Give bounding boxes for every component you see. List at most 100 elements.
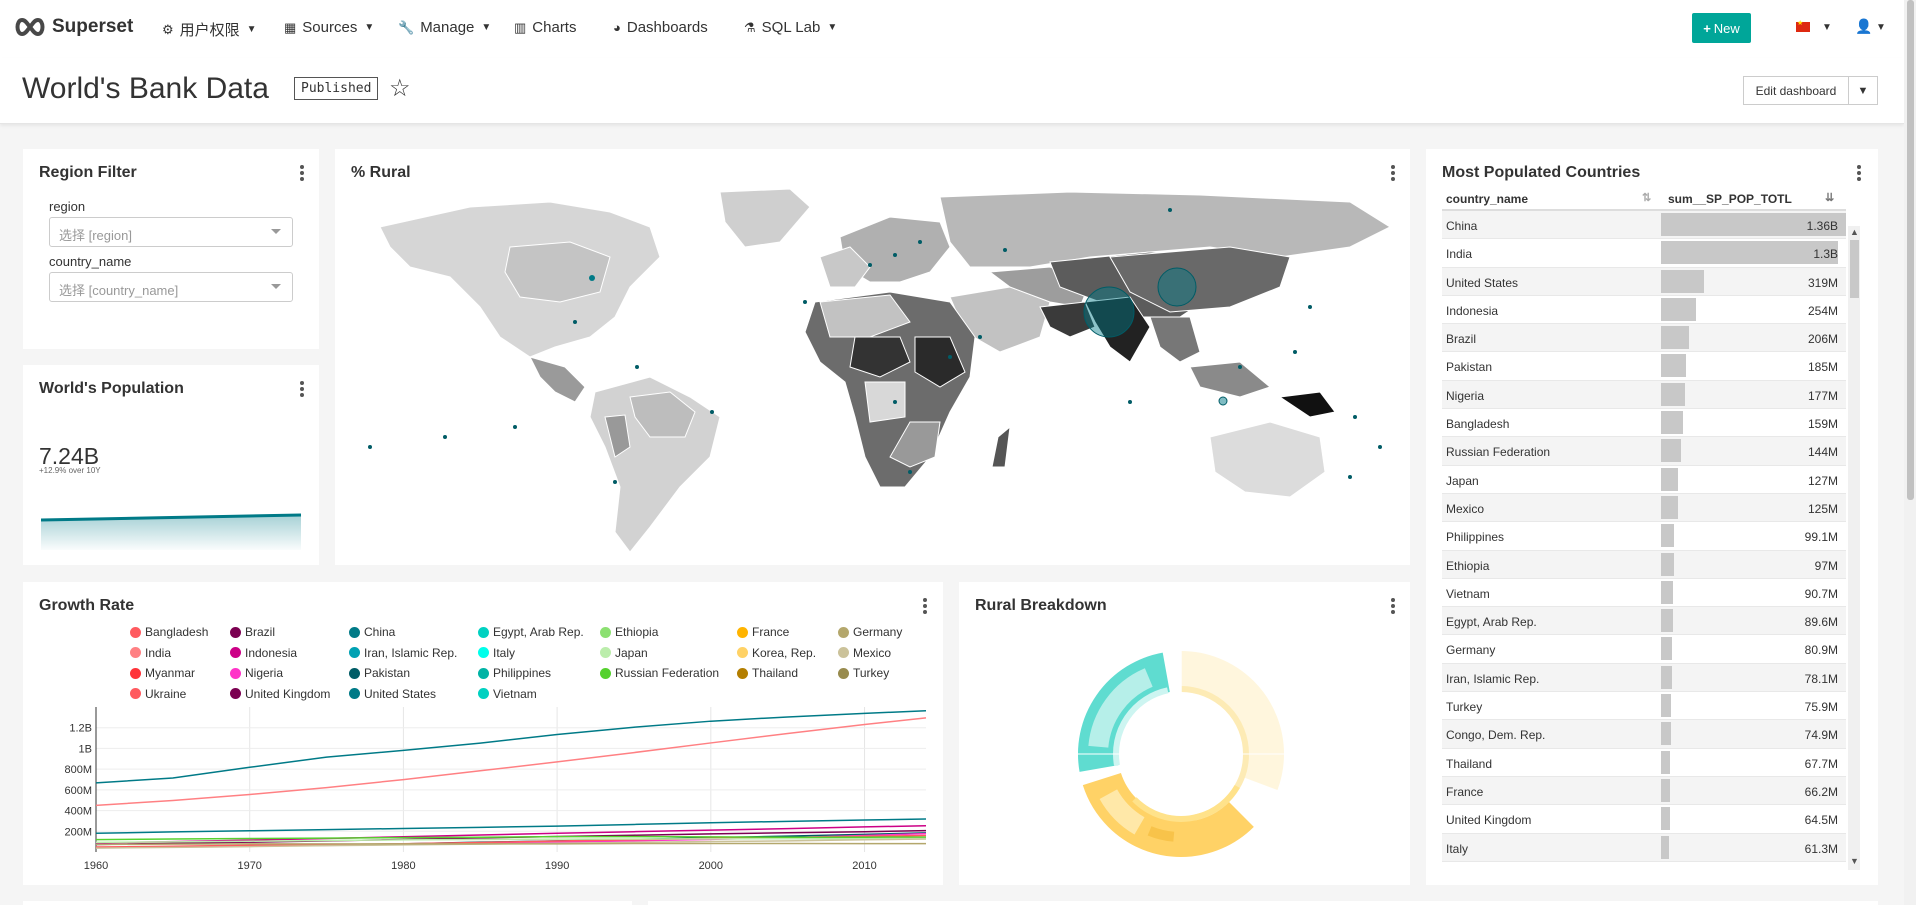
series-line[interactable] xyxy=(95,837,927,844)
chevron-down-icon: ▼ xyxy=(246,24,257,35)
legend-item[interactable]: Germany xyxy=(838,625,902,639)
legend-item[interactable]: United Kingdom xyxy=(230,687,330,701)
legend-item[interactable]: Brazil xyxy=(230,625,275,639)
legend-label: Russian Federation xyxy=(615,666,720,680)
country-select[interactable]: 选择 [country_name] xyxy=(49,272,293,302)
legend-item[interactable]: Pakistan xyxy=(349,666,410,680)
region-select-placeholder: 选择 [region] xyxy=(59,228,132,243)
legend-item[interactable]: Thailand xyxy=(737,666,798,680)
cell-population: 89.6M xyxy=(1804,615,1838,630)
legend-label: United States xyxy=(364,686,437,701)
kebab-menu-icon[interactable] xyxy=(299,381,305,399)
nav-dashboards[interactable]: ◕ Dashboards xyxy=(613,19,708,36)
legend-item[interactable]: Mexico xyxy=(838,646,891,660)
legend-label: Pakistan xyxy=(364,666,411,680)
legend-item[interactable]: Egypt, Arab Rep. xyxy=(478,625,584,639)
y-tick-label: 1.2B xyxy=(69,723,92,735)
series-line[interactable] xyxy=(95,824,927,844)
user-chevron-icon[interactable]: ▼ xyxy=(1876,22,1886,33)
legend-item[interactable]: Philippines xyxy=(478,666,551,680)
world-population-panel: World's Population 7.24B +12.9% over 10Y xyxy=(23,365,319,565)
map-bubble[interactable] xyxy=(1157,267,1197,307)
sort-desc-icon[interactable]: ⇊ xyxy=(1825,192,1835,204)
legend-item[interactable]: Japan xyxy=(600,646,648,660)
series-line[interactable] xyxy=(95,835,927,841)
legend-item[interactable]: Myanmar xyxy=(130,666,195,680)
kebab-menu-icon[interactable] xyxy=(1856,165,1862,183)
map-bubble[interactable] xyxy=(1083,286,1135,338)
kebab-menu-icon[interactable] xyxy=(922,598,928,616)
legend-item[interactable]: Iran, Islamic Rep. xyxy=(349,646,457,660)
user-icon[interactable]: 👤 xyxy=(1855,18,1873,34)
page-scrollbar[interactable] xyxy=(1904,0,1916,905)
gears-icon: ⚙ xyxy=(162,21,174,37)
series-line[interactable] xyxy=(95,818,927,835)
region-select[interactable]: 选择 [region] xyxy=(49,217,293,247)
legend-item[interactable]: India xyxy=(130,646,171,660)
legend-label: Philippines xyxy=(493,666,552,680)
legend-item[interactable]: United States xyxy=(349,687,436,701)
nav-charts[interactable]: ▥ Charts xyxy=(514,19,576,36)
legend-item[interactable]: Nigeria xyxy=(230,666,283,680)
nav-manage[interactable]: 🔧 Manage ▼ xyxy=(398,19,491,36)
world-map[interactable] xyxy=(350,187,1395,557)
cell-population: 80.9M xyxy=(1804,643,1838,658)
dashboard-title[interactable]: World's Bank Data xyxy=(22,72,269,105)
table-scrollbar[interactable]: ▲ ▼ xyxy=(1848,226,1860,870)
series-line[interactable] xyxy=(95,717,927,807)
sunburst-chart[interactable] xyxy=(1075,648,1287,860)
legend-item[interactable]: France xyxy=(737,625,789,639)
scroll-down-icon[interactable]: ▼ xyxy=(1850,856,1859,866)
column-header-population[interactable]: sum__SP_POP_TOTL xyxy=(1668,192,1792,206)
cell-country: Indonesia xyxy=(1446,303,1499,318)
brand[interactable]: Superset xyxy=(14,16,133,38)
line-chart[interactable]: 1960 1970 1980 1990 2000 2010 200M 400M 600M 800M… xyxy=(23,707,943,885)
series-line[interactable] xyxy=(95,842,926,846)
legend-label: Iran, Islamic Rep. xyxy=(364,645,458,660)
favorite-star-icon[interactable]: ☆ xyxy=(389,75,411,102)
scroll-thumb[interactable] xyxy=(1850,240,1859,298)
legend-dot-icon xyxy=(478,688,489,699)
kebab-menu-icon[interactable] xyxy=(1390,598,1396,616)
cell-population: 99.1M xyxy=(1804,530,1838,545)
china-flag-icon[interactable] xyxy=(1796,19,1810,32)
chevron-down-icon: ▼ xyxy=(364,22,375,33)
population-bar xyxy=(1661,213,1846,236)
legend-item[interactable]: Turkey xyxy=(838,666,889,680)
sort-icon[interactable]: ⇅ xyxy=(1642,192,1652,204)
legend-item[interactable]: Korea, Rep. xyxy=(737,646,816,660)
legend-item[interactable]: Russian Federation xyxy=(600,666,719,680)
new-button[interactable]: + New xyxy=(1692,13,1751,43)
legend-item[interactable]: Vietnam xyxy=(478,687,537,701)
legend-item[interactable]: Ethiopia xyxy=(600,625,658,639)
language-chevron-icon[interactable]: ▼ xyxy=(1822,22,1832,33)
legend-dot-icon xyxy=(737,647,748,658)
legend-item[interactable]: Indonesia xyxy=(230,646,297,660)
legend-item[interactable]: Bangladesh xyxy=(130,625,208,639)
cell-population: 177M xyxy=(1807,388,1838,403)
legend-item[interactable]: Italy xyxy=(478,646,515,660)
nav-sources[interactable]: ▦ Sources ▼ xyxy=(284,19,374,36)
cell-population: 319M xyxy=(1807,275,1838,290)
scroll-up-icon[interactable]: ▲ xyxy=(1850,227,1859,237)
y-tick-label: 400M xyxy=(64,806,92,818)
series-line[interactable] xyxy=(95,709,927,784)
legend-dot-icon xyxy=(230,688,241,699)
published-badge[interactable]: Published xyxy=(294,77,379,100)
kebab-menu-icon[interactable] xyxy=(299,165,305,183)
column-header-country[interactable]: country_name xyxy=(1446,192,1529,206)
legend-item[interactable]: China xyxy=(349,625,395,639)
dashboard-menu-chevron-icon[interactable]: ▼ xyxy=(1848,76,1878,105)
panel-title: Rural Breakdown xyxy=(975,597,1107,614)
nav-security[interactable]: ⚙ 用户权限 ▼ xyxy=(162,19,257,40)
map-bubble[interactable] xyxy=(589,275,595,281)
legend-item[interactable]: Ukraine xyxy=(130,687,186,701)
kebab-menu-icon[interactable] xyxy=(1390,165,1396,183)
table-row: Germany 80.9M xyxy=(1442,635,1846,664)
nav-sql-lab[interactable]: ⚗ SQL Lab ▼ xyxy=(744,19,837,36)
edit-dashboard-button[interactable]: Edit dashboard xyxy=(1743,76,1849,105)
map-bubble[interactable] xyxy=(1218,396,1228,406)
cell-country: Philippines xyxy=(1446,530,1505,545)
cell-population: 75.9M xyxy=(1804,700,1838,715)
page-scroll-thumb[interactable] xyxy=(1907,0,1914,500)
